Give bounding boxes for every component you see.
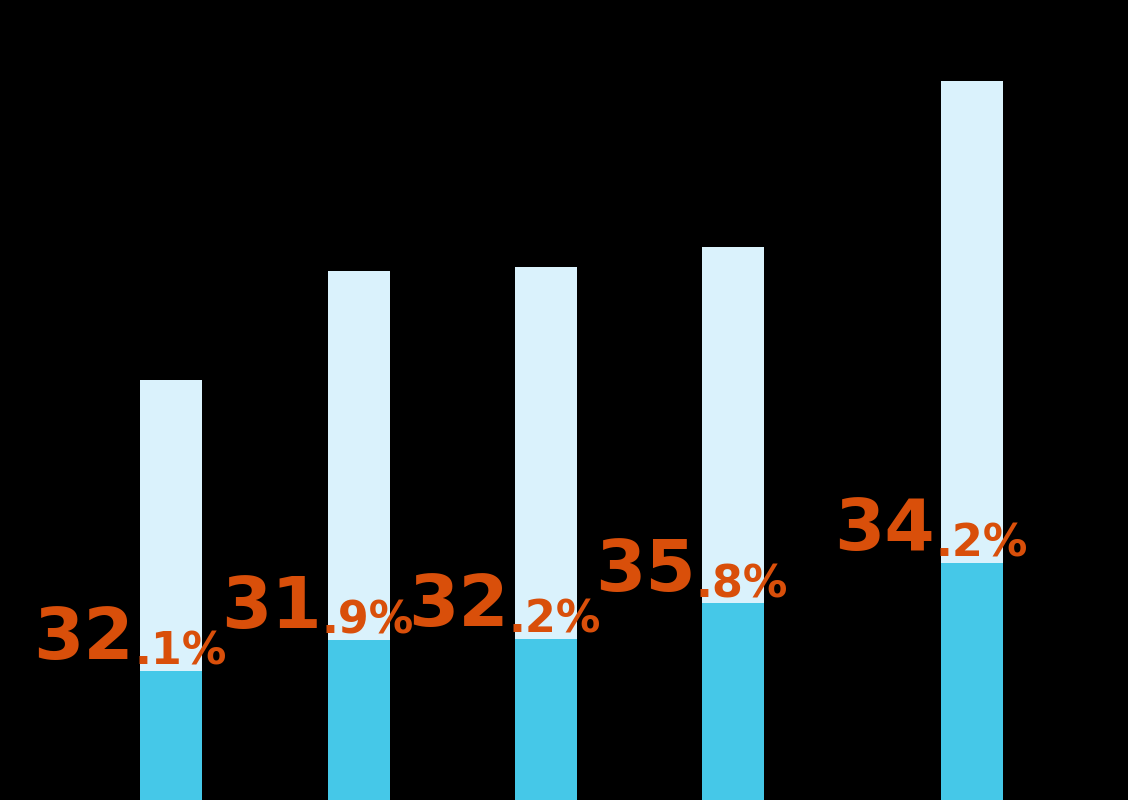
Bar — [514, 638, 576, 800]
Bar — [140, 380, 203, 671]
Bar — [941, 562, 1004, 800]
Text: 35: 35 — [596, 537, 696, 606]
Bar — [702, 603, 765, 800]
Bar — [140, 671, 203, 800]
Text: 32: 32 — [408, 572, 509, 642]
Text: .9%: .9% — [321, 600, 414, 642]
Bar — [514, 267, 576, 638]
Text: 32: 32 — [34, 605, 134, 674]
Bar — [941, 82, 1004, 562]
Bar — [327, 640, 389, 800]
Text: .2%: .2% — [509, 598, 601, 642]
Text: .8%: .8% — [696, 563, 788, 606]
Text: .1%: .1% — [134, 631, 227, 674]
Text: 31: 31 — [221, 574, 321, 642]
Text: .2%: .2% — [935, 522, 1028, 566]
Text: 34: 34 — [835, 497, 935, 566]
Bar — [702, 246, 765, 603]
Bar — [327, 271, 389, 640]
